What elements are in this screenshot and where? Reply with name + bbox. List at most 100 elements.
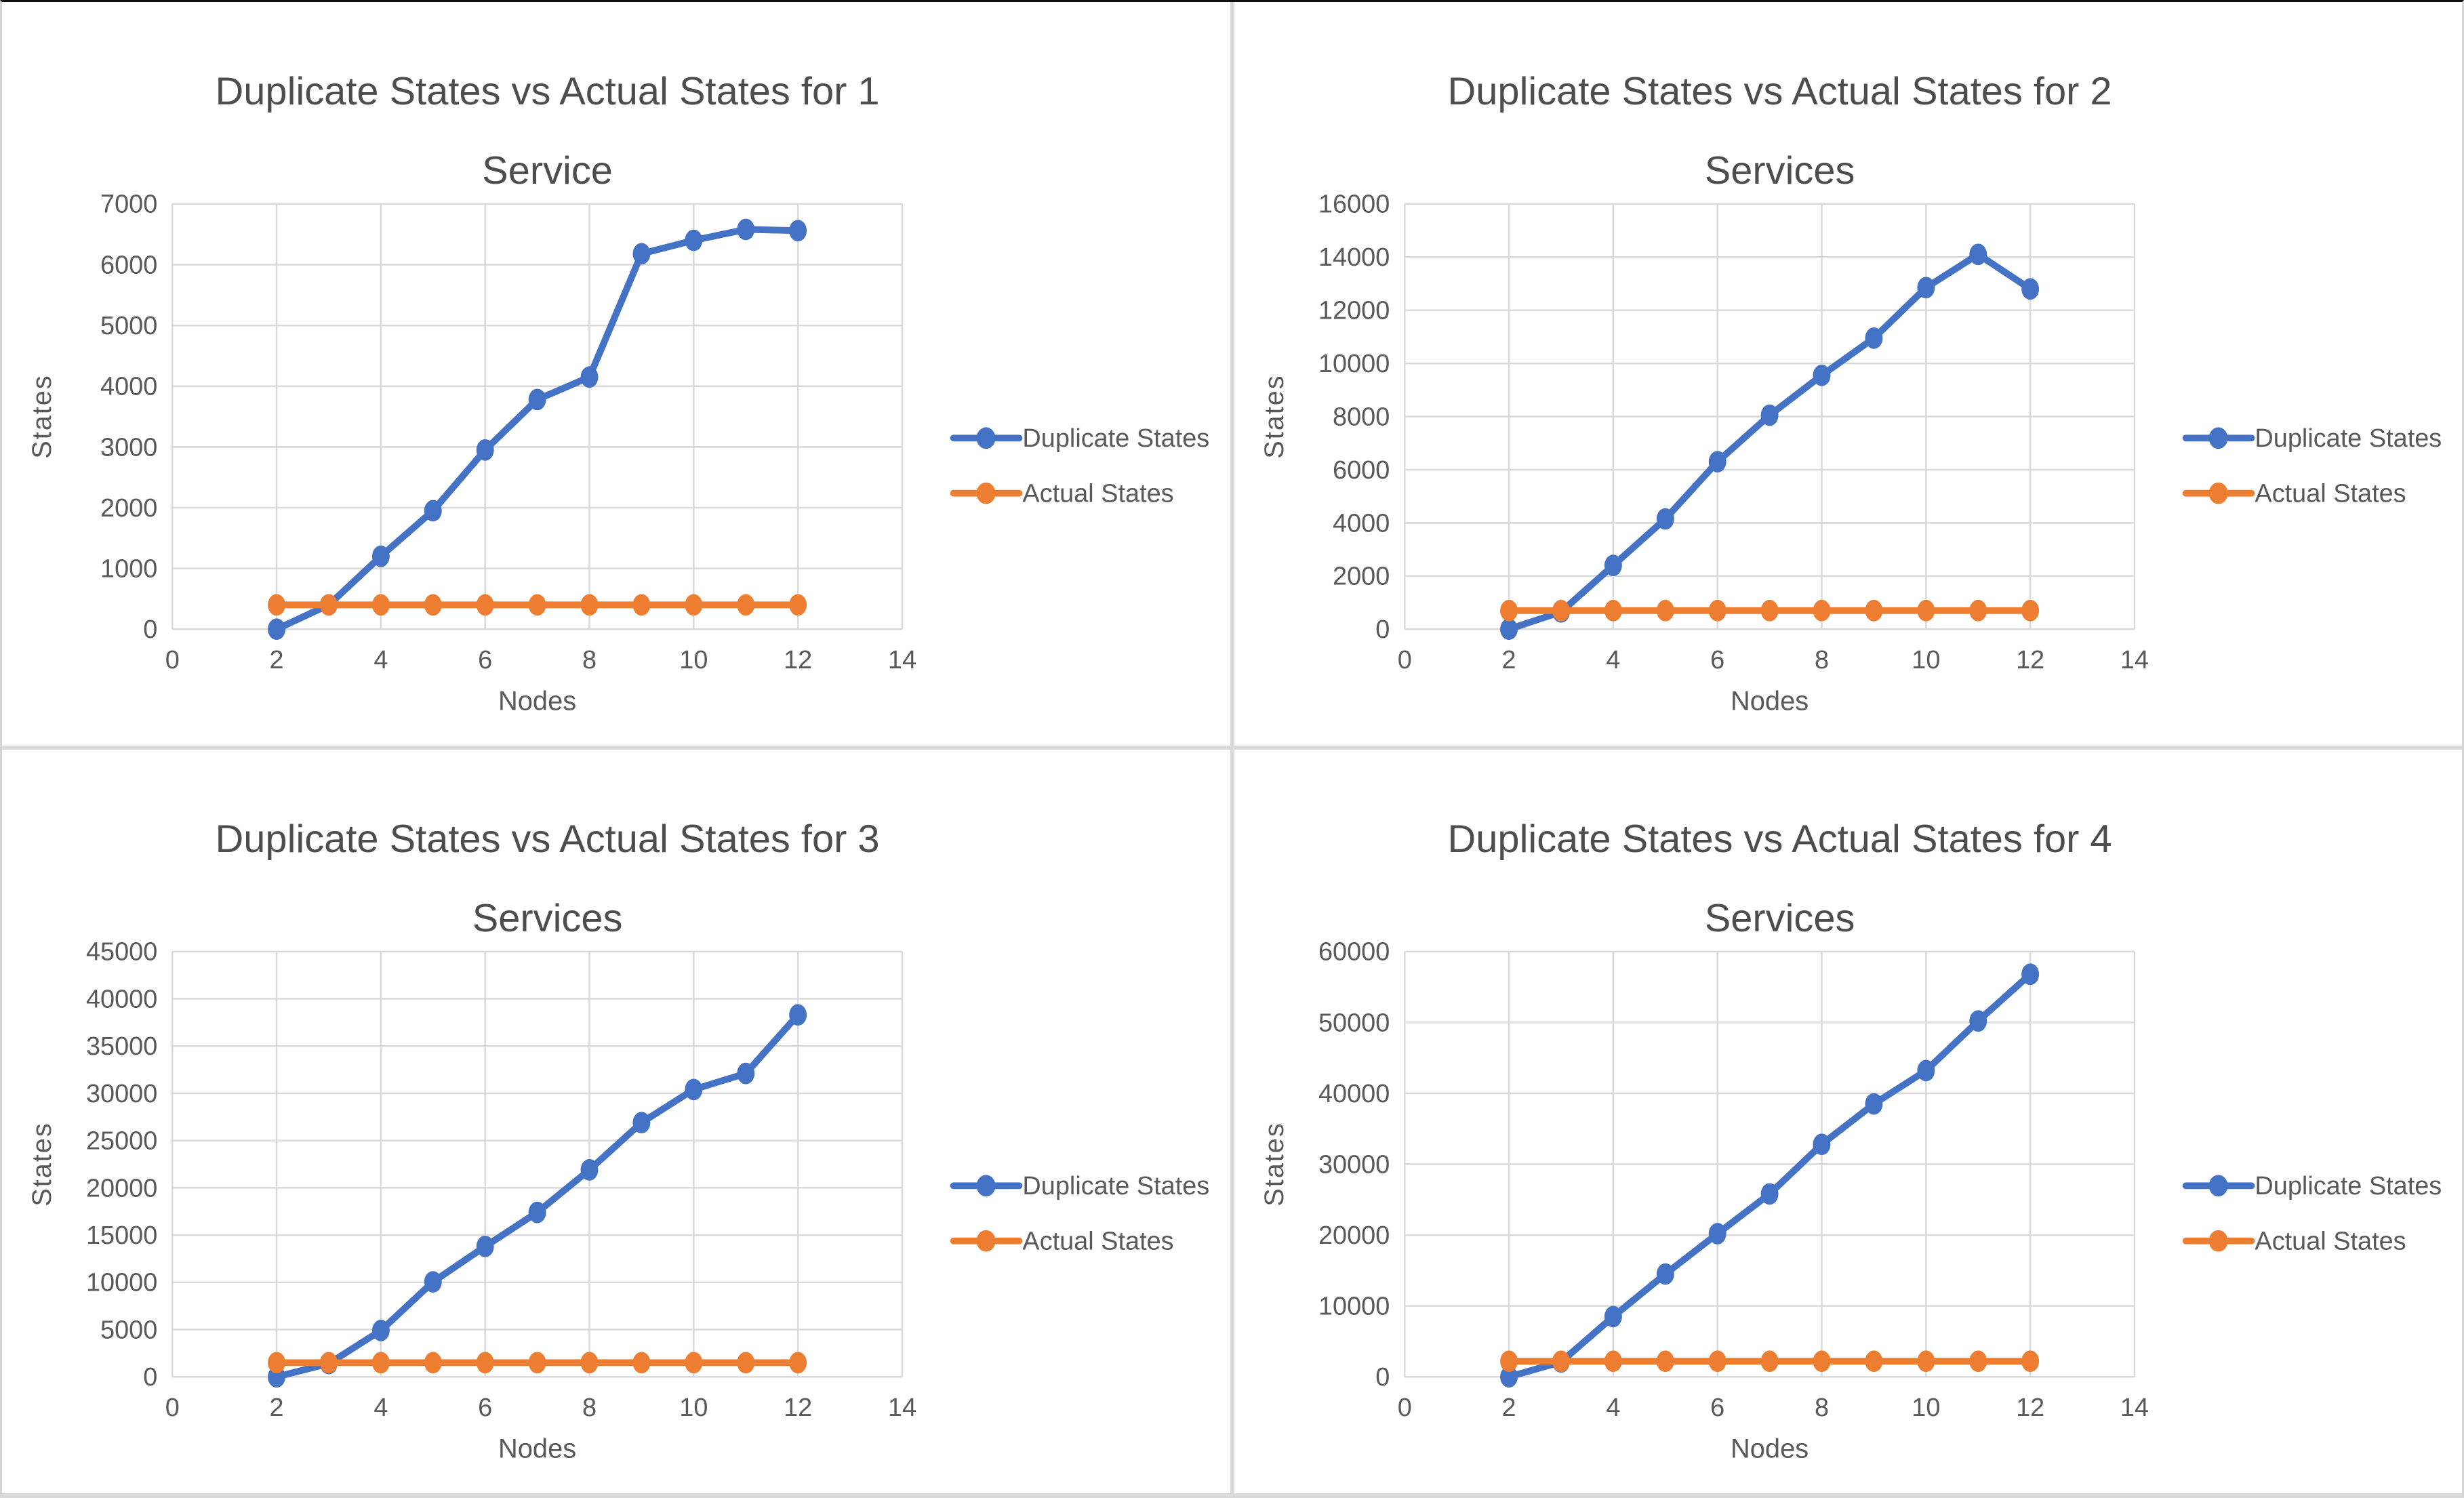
x-tick-label: 4 — [373, 1394, 388, 1422]
duplicate-states-point — [1813, 1133, 1830, 1156]
x-tick-label: 10 — [1912, 646, 1940, 674]
actual-states-point — [737, 594, 755, 616]
legend-marker — [2208, 427, 2228, 449]
duplicate-states-point — [476, 439, 494, 461]
y-tick-label: 60000 — [1318, 938, 1389, 967]
y-tick-label: 0 — [143, 615, 157, 644]
y-tick-label: 0 — [143, 1363, 157, 1392]
y-tick-label: 3000 — [100, 433, 157, 462]
duplicate-states-point — [1813, 364, 1830, 386]
x-tick-label: 8 — [1814, 646, 1828, 674]
legend: Duplicate States Actual States — [2182, 1172, 2442, 1256]
actual-states-point — [320, 594, 338, 616]
actual-states-point — [1499, 1350, 1518, 1373]
duplicate-states-point — [2021, 963, 2039, 986]
duplicate-states-point — [580, 1159, 599, 1181]
legend-label: Actual States — [1022, 480, 1173, 508]
duplicate-states-point — [371, 1320, 390, 1341]
legend-item: Actual States — [950, 480, 1174, 508]
y-tick-label: 25000 — [86, 1127, 157, 1156]
y-tick-label: 7000 — [100, 190, 157, 219]
x-tick-label: 2 — [1501, 1394, 1516, 1422]
actual-states-point — [1499, 599, 1518, 622]
actual-states-point — [2021, 1350, 2039, 1373]
duplicate-states-point — [1656, 1263, 1674, 1285]
actual-states-point — [685, 594, 703, 616]
actual-states-point — [1656, 1350, 1674, 1373]
duplicate-states-point — [632, 1112, 651, 1134]
legend: Duplicate States Actual States — [2182, 424, 2442, 508]
duplicate-states-point — [2021, 278, 2039, 300]
duplicate-states-point — [424, 1271, 442, 1293]
legend-item: Duplicate States — [2182, 424, 2442, 453]
y-tick-label: 50000 — [1318, 1009, 1389, 1037]
actual-states-point — [1916, 1350, 1935, 1373]
y-tick-label: 0 — [1375, 615, 1390, 644]
chart-title: Duplicate States vs Actual States for 3 — [216, 817, 880, 861]
x-tick-label: 0 — [1397, 1394, 1411, 1422]
y-tick-label: 5000 — [100, 312, 157, 340]
actual-states-point — [632, 1352, 651, 1374]
legend-label: Actual States — [2255, 1228, 2406, 1256]
actual-states-point — [685, 1352, 703, 1374]
x-tick-label: 2 — [1501, 646, 1516, 674]
legend: Duplicate States Actual States — [950, 424, 1209, 508]
legend-marker — [976, 482, 996, 504]
duplicate-states-point — [737, 218, 755, 241]
actual-states-point — [1864, 1350, 1882, 1373]
duplicate-states-point — [789, 1004, 807, 1026]
chart-title: Services — [1704, 149, 1855, 193]
duplicate-states-point — [685, 229, 703, 251]
actual-states-point — [2021, 599, 2039, 622]
duplicate-states-point — [580, 366, 599, 388]
y-tick-label: 4000 — [1333, 509, 1390, 538]
actual-states-point — [1604, 599, 1622, 622]
x-tick-label: 4 — [1606, 1394, 1620, 1422]
chart-title: Duplicate States vs Actual States for 2 — [1447, 70, 2112, 113]
y-tick-label: 5000 — [100, 1316, 157, 1345]
y-tick-label: 20000 — [1318, 1221, 1389, 1250]
y-axis-title: States — [1259, 374, 1289, 458]
chart-title: Services — [472, 897, 623, 940]
x-tick-label: 2 — [270, 646, 284, 674]
chart-title: Service — [482, 149, 613, 193]
legend-label: Duplicate States — [2255, 424, 2442, 453]
y-tick-label: 20000 — [86, 1174, 157, 1202]
x-tick-label: 2 — [270, 1394, 284, 1422]
x-tick-label: 8 — [582, 646, 597, 674]
duplicate-states-point — [685, 1078, 703, 1101]
legend-item: Actual States — [2182, 480, 2406, 508]
actual-states-point — [476, 594, 494, 616]
duplicate-states-point — [371, 545, 390, 567]
actual-states-point — [1916, 599, 1935, 622]
y-tick-label: 1000 — [100, 555, 157, 584]
y-tick-label: 35000 — [86, 1032, 157, 1061]
legend-marker — [976, 427, 996, 449]
duplicate-states-point — [1916, 277, 1935, 299]
x-tick-label: 4 — [373, 646, 388, 674]
duplicate-states-point — [1604, 1305, 1622, 1328]
legend-label: Duplicate States — [1022, 424, 1209, 453]
x-axis-title: Nodes — [1730, 1434, 1808, 1463]
chart-panel-1-service: Duplicate States vs Actual States for 1 S… — [2, 2, 1230, 746]
duplicate-states-point — [528, 1201, 546, 1223]
actual-states-point — [580, 594, 599, 616]
actual-states-point — [580, 1352, 599, 1374]
legend-marker — [2208, 1230, 2228, 1252]
x-tick-label: 12 — [2016, 646, 2044, 674]
actual-states-point — [528, 1352, 546, 1374]
duplicate-states-point — [1708, 1223, 1726, 1244]
actual-states-point — [789, 594, 807, 616]
x-axis-title: Nodes — [498, 1434, 576, 1463]
actual-states-point — [1813, 1350, 1830, 1373]
legend-marker — [2208, 1175, 2228, 1197]
chart-svg: Duplicate States vs Actual States for 3 S… — [27, 817, 1210, 1463]
x-axis-title: Nodes — [1730, 686, 1808, 716]
x-tick-label: 0 — [165, 1394, 180, 1422]
legend-label: Duplicate States — [2255, 1172, 2442, 1200]
legend: Duplicate States Actual States — [950, 1172, 1209, 1256]
actual-states-point — [424, 594, 442, 616]
y-tick-label: 0 — [1375, 1363, 1390, 1392]
y-tick-label: 30000 — [86, 1080, 157, 1108]
